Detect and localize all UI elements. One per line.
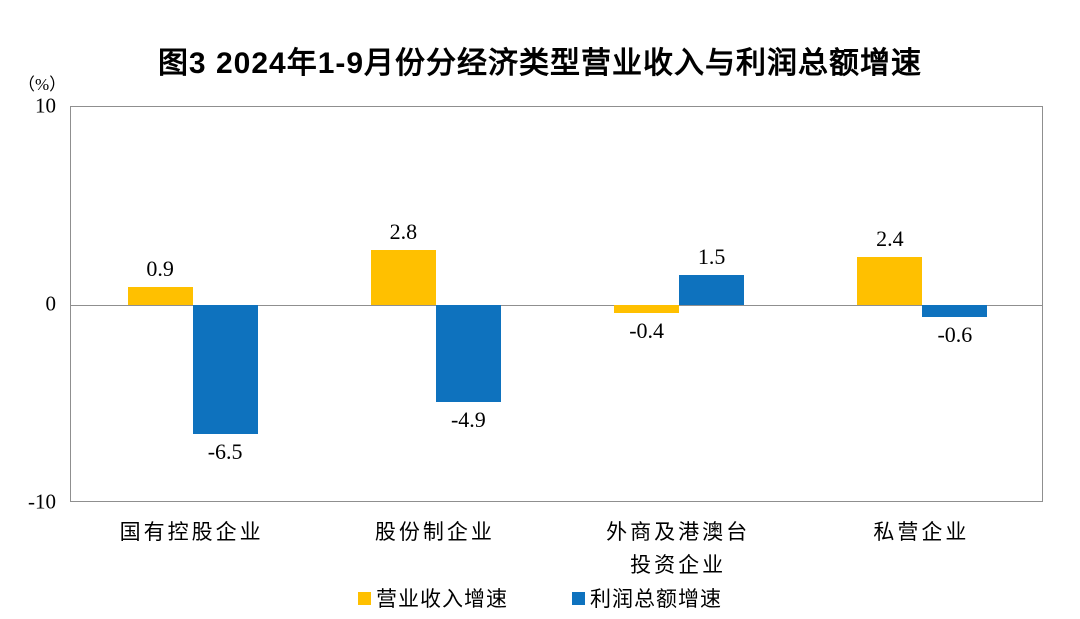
bar-revenue-2	[614, 305, 680, 313]
y-tick-label: -10	[28, 489, 56, 514]
y-tick-label: 10	[35, 93, 56, 118]
y-axis-unit-label: （%）	[18, 75, 67, 94]
bar-value-label: 2.4	[876, 226, 904, 252]
category-label-3: 私营企业	[873, 520, 970, 544]
legend-item-profit: 利润总额增速	[572, 583, 722, 613]
category-label-1: 股份制企业	[374, 520, 495, 544]
chart-title: 图3 2024年1-9月份分经济类型营业收入与利润总额增速	[157, 47, 923, 80]
chart-legend: 营业收入增速 利润总额增速	[0, 583, 1080, 613]
bar-value-label: -0.6	[937, 321, 973, 347]
legend-label: 营业收入增速	[376, 587, 508, 611]
bar-profit-0	[192, 305, 258, 434]
category-label-0: 国有控股企业	[119, 520, 264, 544]
bar-profit-1	[435, 305, 501, 403]
legend-swatch-icon	[572, 591, 585, 605]
bar-value-label: -0.4	[629, 317, 665, 343]
plot-area: 0.9 2.8 -0.4 2.4 -6.5 -4.9 1.5 -0.6	[70, 106, 1043, 502]
bar-value-label: -4.9	[450, 407, 486, 433]
bar-profit-2	[679, 275, 745, 305]
bar-revenue-1	[370, 249, 436, 305]
bar-revenue-3	[857, 257, 923, 305]
bar-profit-3	[922, 305, 988, 317]
bar-value-label: 2.8	[389, 218, 418, 244]
bar-value-label: -6.5	[207, 438, 243, 464]
y-tick-label: 0	[45, 291, 57, 316]
legend-item-revenue: 营业收入增速	[358, 583, 508, 613]
category-label-2: 外商及港澳台 投资企业	[606, 520, 751, 577]
legend-label: 利润总额增速	[590, 587, 722, 611]
bar-value-label: 0.9	[146, 256, 174, 282]
zero-axis-line	[71, 305, 1042, 306]
bar-revenue-0	[127, 287, 193, 305]
bar-value-label: 1.5	[697, 244, 726, 270]
legend-swatch-icon	[358, 591, 371, 605]
